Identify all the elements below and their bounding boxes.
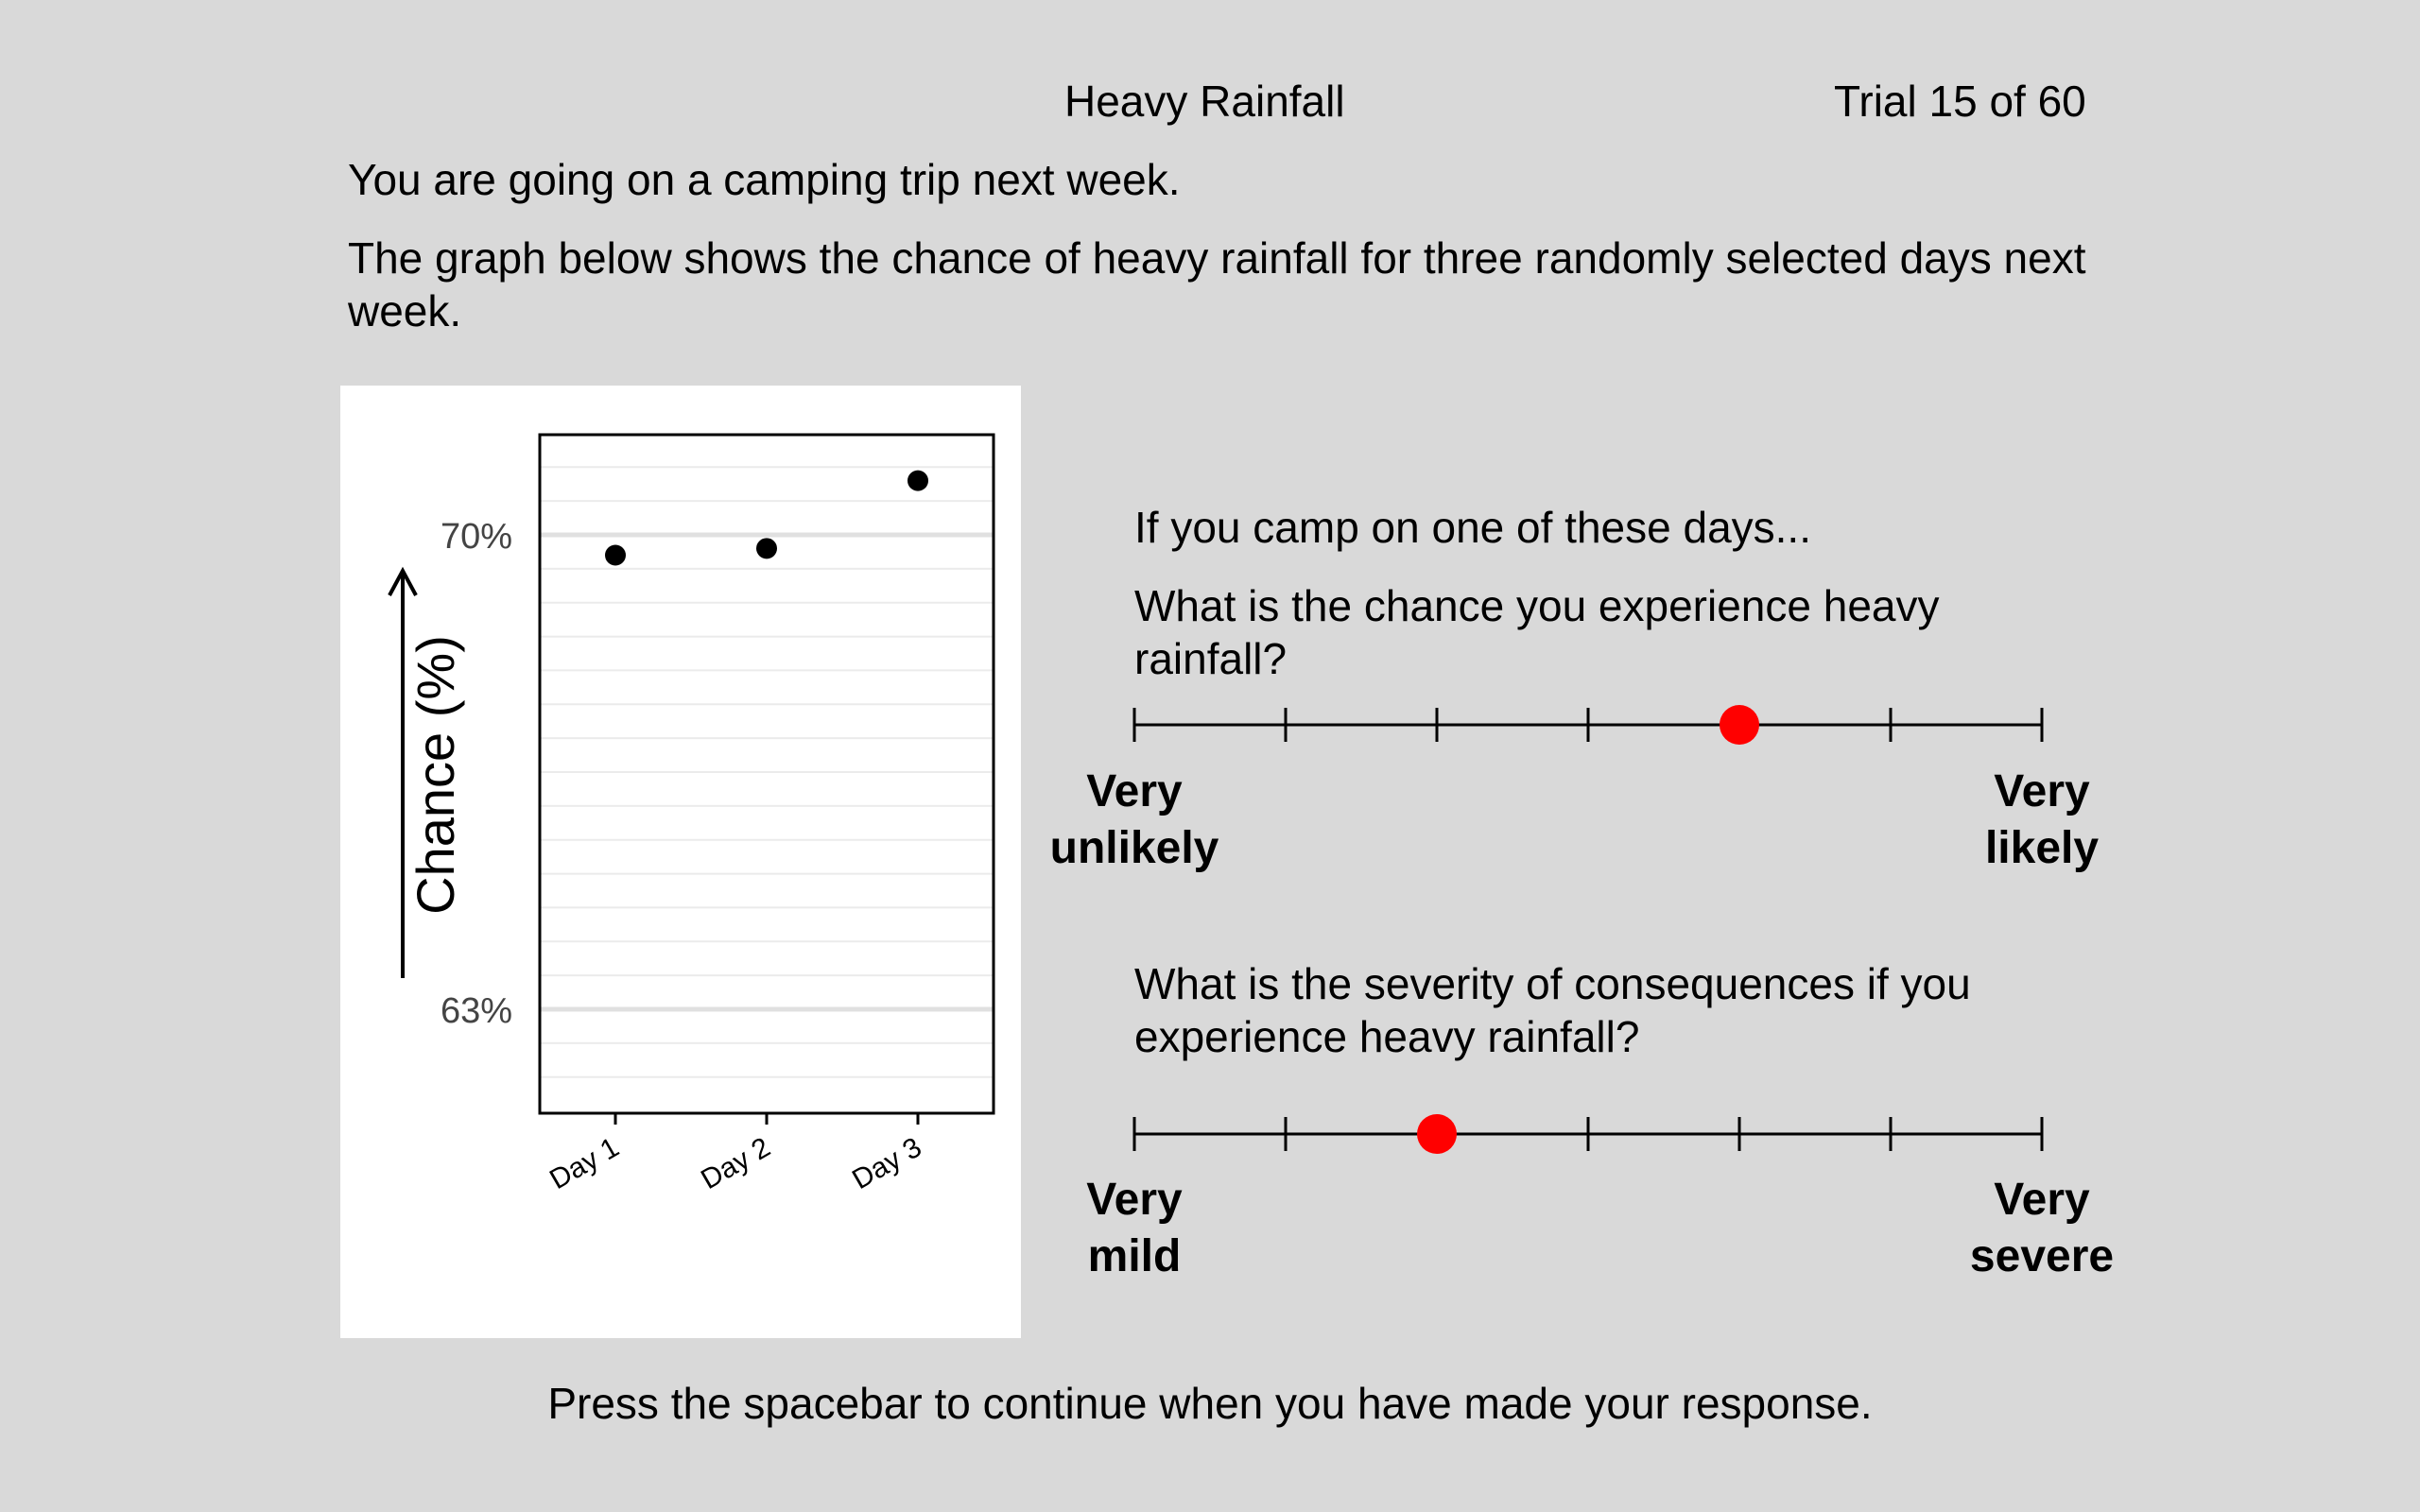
y-tick-label: 63%: [441, 991, 512, 1031]
continue-instruction: Press the spacebar to continue when you …: [547, 1379, 1873, 1428]
rainfall-chart: 70% 63% Day 1 Day 2 Day 3 Chance (%): [388, 433, 995, 1195]
y-tick-labels: 70% 63%: [441, 517, 512, 1031]
intro-text-1: You are going on a camping trip next wee…: [348, 155, 1181, 204]
y-axis-label: Chance (%): [406, 635, 465, 915]
data-point: [605, 544, 626, 566]
x-tick-label: Day 1: [544, 1131, 624, 1195]
scale2-right-anchor-line1: Very: [1994, 1175, 2090, 1225]
scale1-selected-marker[interactable]: [1720, 705, 1759, 745]
y-axis-arrow-head-icon: [388, 566, 418, 596]
question1-lead: If you camp on one of these days...: [1134, 503, 1811, 552]
scale2-selected-marker[interactable]: [1417, 1114, 1457, 1154]
x-tick-label: Day 3: [847, 1131, 926, 1195]
trial-counter: Trial 15 of 60: [1834, 77, 2086, 126]
scale1-right-anchor: Very likely: [1919, 764, 2165, 877]
scale1-right-anchor-line2: likely: [1984, 823, 2100, 873]
question2-text: What is the severity of consequences if …: [1134, 959, 1971, 1061]
scale1-right-anchor-line1: Very: [1994, 766, 2090, 816]
intro-text-2: The graph below shows the chance of heav…: [348, 233, 2086, 335]
x-axis-ticks: Day 1 Day 2 Day 3: [544, 1113, 927, 1195]
scale1-left-anchor-line1: Very: [1086, 766, 1183, 816]
data-point: [756, 538, 777, 559]
y-tick-label: 70%: [441, 517, 512, 557]
scale1-left-anchor-line2: unlikely: [1049, 823, 1219, 873]
scale1-left-anchor: Very unlikely: [1011, 764, 1257, 877]
task-title: Heavy Rainfall: [1064, 77, 1345, 126]
scale2-right-anchor: Very severe: [1919, 1172, 2165, 1285]
x-tick-label: Day 2: [696, 1131, 775, 1195]
scale2-left-anchor: Very mild: [1011, 1172, 1257, 1285]
scale2-left-anchor-line1: Very: [1086, 1175, 1183, 1225]
data-point: [908, 470, 928, 491]
data-points: [605, 470, 928, 566]
likelihood-rating-scale[interactable]: [1115, 696, 2061, 753]
severity-rating-scale[interactable]: [1115, 1106, 2061, 1162]
chart-panel: 70% 63% Day 1 Day 2 Day 3 Chance (%): [340, 386, 1021, 1338]
question1-text: What is the chance you experience heavy …: [1134, 581, 1940, 683]
scale2-left-anchor-line2: mild: [1087, 1231, 1182, 1281]
scale2-right-anchor-line2: severe: [1969, 1231, 2115, 1281]
chart-gridlines: [540, 466, 994, 1078]
